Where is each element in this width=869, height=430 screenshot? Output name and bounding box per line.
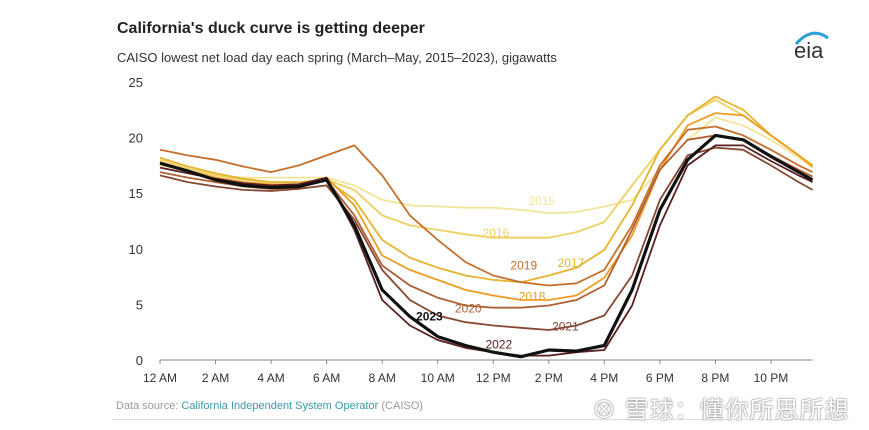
data-source: Data source: California Independent Syst… [116, 400, 423, 412]
x-tick-label: 12 PM [476, 371, 511, 385]
series-label-2023: 2023 [416, 310, 443, 324]
source-suffix: (CAISO) [378, 400, 423, 412]
eia-arc-icon [794, 31, 829, 46]
watermark: ⊗ 雪球：懂你所思所想 [592, 390, 850, 425]
source-link[interactable]: California Independent System Operator [181, 400, 379, 412]
series-line-2017 [159, 95, 814, 284]
series-label-2018: 2018 [519, 290, 546, 304]
series-label-2017: 2017 [558, 256, 585, 270]
x-tick-label: 6 PM [646, 371, 674, 385]
x-tick-label: 4 PM [590, 371, 618, 385]
series-line-2015 [159, 116, 814, 215]
series-line-2020 [159, 134, 813, 309]
footer-divider [112, 419, 846, 420]
x-tick-label: 2 PM [535, 371, 563, 385]
series-label-2020: 2020 [455, 302, 482, 316]
watermark-logo-icon: ⊗ [592, 397, 625, 424]
x-tick-label: 10 PM [754, 371, 789, 385]
x-tick-label: 12 AM [143, 371, 177, 385]
y-tick-label: 10 [129, 242, 143, 257]
x-tick-label: 4 AM [257, 371, 284, 385]
series-label-2016: 2016 [483, 226, 510, 240]
chart-subtitle: CAISO lowest net load day each spring (M… [117, 50, 557, 65]
chart-title: California's duck curve is getting deepe… [117, 20, 425, 37]
x-tick-label: 6 AM [313, 371, 340, 385]
series-label-2015: 2015 [528, 194, 555, 208]
series-label-2022: 2022 [485, 337, 512, 351]
y-tick-label: 25 [129, 75, 143, 90]
series-label-2021: 2021 [552, 320, 579, 334]
y-tick-label: 20 [129, 131, 143, 146]
x-tick-label: 8 AM [368, 371, 395, 385]
y-tick-label: 5 [136, 297, 143, 312]
eia-logo: eia [794, 31, 829, 64]
series-line-2021 [159, 146, 814, 331]
series-label-2019: 2019 [510, 258, 537, 272]
y-tick-label: 15 [129, 186, 143, 201]
watermark-text: 雪球：懂你所思所想 [624, 397, 850, 424]
x-tick-label: 8 PM [701, 371, 729, 385]
source-prefix: Data source: [116, 400, 182, 412]
x-tick-label: 2 AM [202, 371, 229, 385]
x-tick-label: 10 AM [421, 371, 455, 385]
y-tick-label: 0 [136, 353, 143, 368]
series-line-2018 [159, 112, 814, 301]
series-line-2023 [159, 133, 814, 359]
series-line-2019 [159, 125, 813, 287]
